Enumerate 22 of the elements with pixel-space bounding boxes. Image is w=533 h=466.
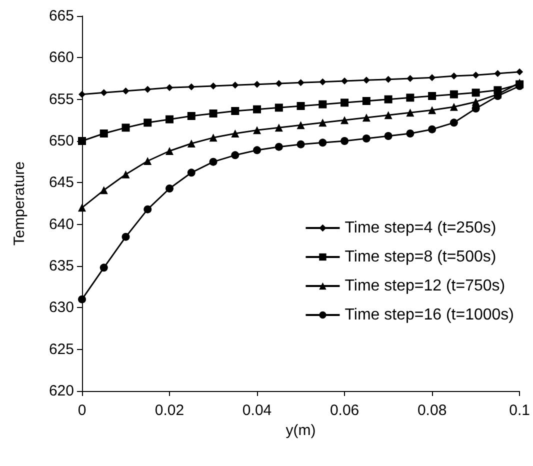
y-axis-title: Temperature <box>11 161 28 246</box>
x-tick-label: 0 <box>78 402 86 419</box>
y-tick-label: 665 <box>48 8 74 24</box>
y-tick-label: 630 <box>48 299 74 316</box>
x-tick-label: 0.1 <box>509 402 530 419</box>
legend-label: Time step=4 (t=250s) <box>344 220 496 236</box>
y-tick-label: 645 <box>48 174 74 192</box>
legend-label: Time step=16 (t=1000s) <box>344 306 514 324</box>
legend-label: Time step=8 (t=500s) <box>344 248 496 266</box>
y-tick-label: 650 <box>48 132 74 150</box>
legend-label: Time step=12 (t=750s) <box>344 278 506 294</box>
y-tick-label: 655 <box>48 90 74 108</box>
y-tick-label: 660 <box>48 49 74 66</box>
y-tick-label: 635 <box>48 258 74 274</box>
x-tick-label: 0.02 <box>154 402 184 419</box>
x-tick-label: 0.06 <box>330 402 360 419</box>
x-axis-title: y(m) <box>286 422 316 439</box>
y-tick-label: 640 <box>48 216 74 233</box>
y-tick-label: 620 <box>48 382 74 400</box>
y-tick-label: 625 <box>48 340 74 358</box>
x-tick-label: 0.08 <box>417 402 447 419</box>
x-tick-label: 0.04 <box>242 402 272 419</box>
